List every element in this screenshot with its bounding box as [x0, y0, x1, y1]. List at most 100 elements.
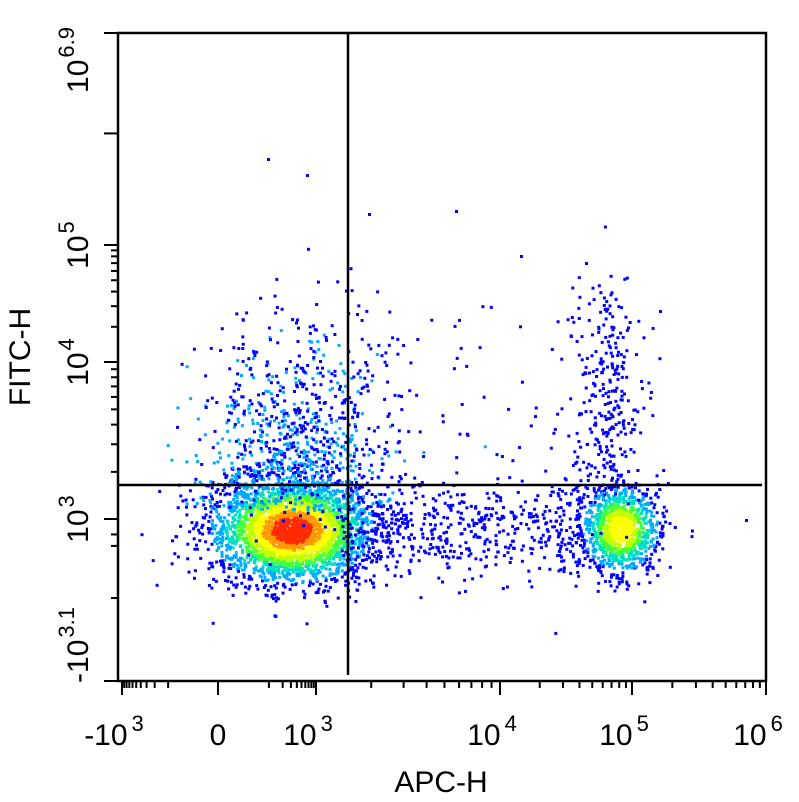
event-point: [254, 489, 257, 493]
event-point: [233, 490, 237, 494]
event-point: [306, 505, 310, 509]
event-point: [313, 474, 317, 478]
event-point: [614, 531, 618, 535]
event-point: [348, 520, 352, 524]
event-point: [650, 525, 654, 529]
event-point: [324, 488, 328, 492]
event-point: [237, 475, 241, 479]
event-point: [284, 528, 287, 532]
event-point: [208, 515, 212, 519]
event-point: [354, 520, 358, 524]
event-point: [357, 304, 361, 308]
event-point: [249, 557, 253, 561]
event-point: [273, 547, 277, 550]
event-point: [242, 486, 246, 490]
event-point: [239, 561, 243, 565]
event-point: [193, 569, 197, 573]
event-point: [375, 353, 379, 356]
event-point: [305, 458, 308, 462]
event-point: [291, 568, 295, 572]
event-point: [174, 535, 178, 539]
event-point: [306, 564, 309, 568]
event-point: [284, 536, 288, 540]
event-point: [290, 442, 294, 446]
event-point: [642, 506, 646, 510]
event-point: [328, 414, 332, 417]
event-point: [325, 500, 329, 504]
event-point: [329, 473, 333, 477]
event-point: [587, 520, 590, 524]
event-point: [319, 383, 323, 387]
event-point: [396, 352, 400, 356]
event-point: [241, 342, 245, 346]
event-point: [240, 374, 243, 378]
event-point: [257, 537, 261, 541]
event-point: [215, 549, 219, 552]
event-point: [360, 319, 364, 322]
event-point: [237, 420, 240, 424]
event-point: [311, 582, 315, 586]
event-point: [314, 506, 318, 510]
event-point: [264, 497, 268, 501]
event-point: [265, 552, 269, 556]
event-point: [242, 409, 246, 413]
event-point: [596, 519, 600, 523]
event-point: [308, 495, 312, 499]
event-point: [317, 500, 321, 504]
event-point: [225, 492, 229, 496]
event-point: [616, 528, 620, 532]
event-point: [356, 493, 360, 497]
event-point: [354, 600, 358, 603]
event-point: [273, 562, 277, 566]
event-point: [242, 575, 246, 579]
event-point: [353, 451, 356, 455]
event-point: [652, 543, 656, 547]
event-point: [358, 562, 362, 566]
event-point: [317, 485, 320, 489]
event-point: [258, 541, 262, 545]
event-point: [338, 527, 341, 531]
event-point: [397, 429, 401, 433]
event-point: [281, 478, 285, 482]
event-point: [267, 373, 271, 377]
event-point: [323, 453, 326, 457]
event-point: [305, 562, 308, 566]
event-point: [223, 472, 226, 476]
event-point: [329, 548, 333, 552]
event-point: [295, 560, 299, 564]
event-point: [261, 567, 265, 571]
event-point: [233, 501, 237, 505]
event-point: [276, 499, 280, 503]
event-point: [213, 503, 217, 507]
event-point: [345, 289, 348, 293]
event-point: [211, 481, 215, 484]
event-point: [338, 558, 342, 562]
event-point: [333, 554, 337, 558]
event-point: [589, 509, 593, 513]
event-point: [306, 556, 310, 560]
event-point: [262, 522, 266, 526]
event-point: [609, 575, 613, 579]
event-point: [179, 524, 183, 528]
event-point: [317, 419, 321, 423]
event-point: [574, 517, 578, 521]
event-point: [283, 585, 287, 589]
event-point: [365, 481, 369, 485]
event-point: [356, 522, 360, 526]
event-point: [293, 513, 297, 517]
event-point: [325, 481, 329, 485]
event-point: [300, 551, 304, 555]
event-point: [618, 500, 622, 504]
event-point: [332, 535, 336, 539]
event-point: [226, 545, 230, 549]
event-point: [267, 499, 271, 503]
event-point: [315, 397, 318, 400]
event-point: [323, 481, 327, 485]
event-point: [606, 543, 610, 547]
event-point: [631, 491, 635, 495]
event-point: [311, 572, 315, 576]
event-point: [312, 501, 316, 505]
event-point: [316, 591, 320, 595]
event-point: [218, 456, 222, 460]
event-point: [644, 507, 648, 511]
